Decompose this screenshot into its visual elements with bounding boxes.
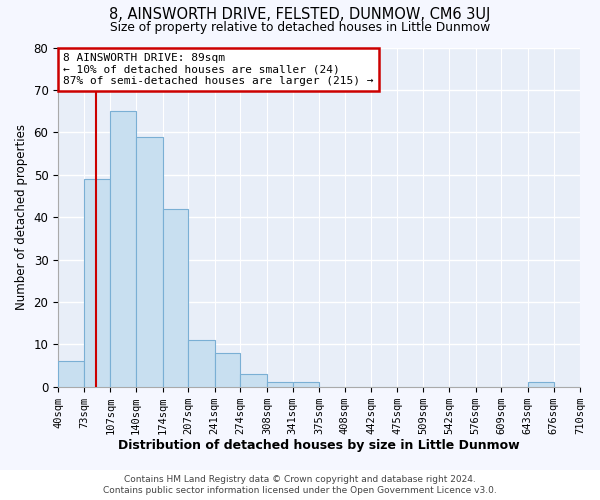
- Text: 8, AINSWORTH DRIVE, FELSTED, DUNMOW, CM6 3UJ: 8, AINSWORTH DRIVE, FELSTED, DUNMOW, CM6…: [109, 8, 491, 22]
- Bar: [110, 111, 136, 386]
- Bar: [163, 208, 188, 386]
- Bar: [188, 340, 215, 386]
- Bar: [241, 374, 267, 386]
- Bar: [528, 382, 554, 386]
- Bar: [136, 136, 163, 386]
- Bar: [293, 382, 319, 386]
- X-axis label: Distribution of detached houses by size in Little Dunmow: Distribution of detached houses by size …: [118, 440, 520, 452]
- Bar: [267, 382, 293, 386]
- Text: 8 AINSWORTH DRIVE: 89sqm
← 10% of detached houses are smaller (24)
87% of semi-d: 8 AINSWORTH DRIVE: 89sqm ← 10% of detach…: [64, 52, 374, 86]
- Text: Contains HM Land Registry data © Crown copyright and database right 2024.: Contains HM Land Registry data © Crown c…: [124, 475, 476, 484]
- Text: Size of property relative to detached houses in Little Dunmow: Size of property relative to detached ho…: [110, 21, 490, 34]
- Text: Contains public sector information licensed under the Open Government Licence v3: Contains public sector information licen…: [103, 486, 497, 495]
- Bar: [215, 353, 241, 386]
- Bar: [84, 179, 110, 386]
- Y-axis label: Number of detached properties: Number of detached properties: [15, 124, 28, 310]
- Bar: [58, 362, 84, 386]
